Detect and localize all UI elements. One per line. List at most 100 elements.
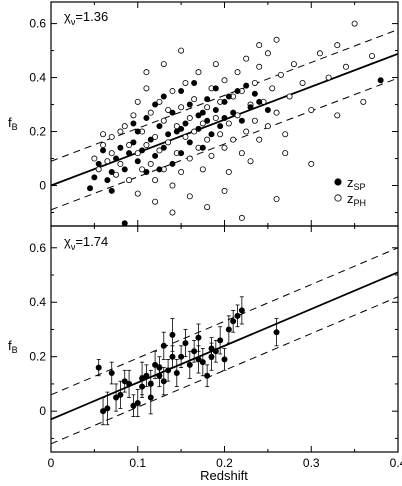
bottom-point-filled xyxy=(104,405,111,412)
top-point-open xyxy=(178,104,185,111)
top-point-open xyxy=(334,112,341,119)
top-point-open xyxy=(243,55,250,62)
bottom-point-filled xyxy=(173,370,180,377)
top-point-open xyxy=(368,52,375,59)
top-point-open xyxy=(316,50,323,57)
top-point-open xyxy=(195,69,202,76)
top-point-filled xyxy=(130,139,137,146)
legend-sp-sub: SP xyxy=(354,182,366,192)
top-chi-sub: ν xyxy=(71,17,76,27)
top-point-open xyxy=(152,198,159,205)
top-point-open xyxy=(342,63,349,70)
legend-open-marker xyxy=(334,194,342,202)
top-point-open xyxy=(264,123,271,130)
top-point-open xyxy=(134,150,141,157)
top-point-filled xyxy=(230,109,237,116)
top-point-open xyxy=(256,63,263,70)
bottom-point-filled xyxy=(139,383,146,390)
top-point-open xyxy=(169,209,176,216)
top-point-open xyxy=(351,20,358,27)
bottom-point-filled xyxy=(169,353,176,360)
top-point-filled xyxy=(212,106,219,113)
bottom-xtick-label: 0 xyxy=(48,456,55,470)
top-point-filled xyxy=(199,109,206,116)
bottom-point-filled xyxy=(225,326,232,333)
bottom-point-filled xyxy=(160,378,167,385)
top-point-filled xyxy=(169,109,176,116)
top-point-open xyxy=(100,142,107,149)
top-point-open xyxy=(182,133,189,140)
top-point-open xyxy=(139,166,146,173)
top-ytick-label: 0.4 xyxy=(29,71,46,85)
top-point-open xyxy=(169,88,176,95)
x-axis-title: Redshift xyxy=(200,468,248,483)
top-point-open xyxy=(269,85,276,92)
top-ytick-label: 0 xyxy=(39,179,46,193)
top-band-line xyxy=(51,29,398,162)
top-point-open xyxy=(152,177,159,184)
top-point-filled xyxy=(195,112,202,119)
bottom-point-filled xyxy=(95,364,102,371)
top-point-filled xyxy=(178,125,185,132)
bottom-point-filled xyxy=(143,372,150,379)
top-chi-symbol: χ xyxy=(64,9,71,24)
top-point-filled xyxy=(134,158,141,165)
top-point-filled xyxy=(225,93,232,100)
top-point-open xyxy=(165,106,172,113)
legend: zSP zPH xyxy=(334,175,366,208)
top-point-filled xyxy=(117,144,124,151)
top-point-open xyxy=(156,147,163,154)
top-point-open xyxy=(121,123,128,130)
top-point-open xyxy=(208,152,215,159)
top-point-open xyxy=(143,85,150,92)
top-point-open xyxy=(204,136,211,143)
top-point-open xyxy=(178,47,185,54)
legend-filled-marker xyxy=(334,178,342,186)
bottom-fit-lines xyxy=(51,247,398,445)
bottom-ytick-label: 0.4 xyxy=(29,295,46,309)
top-point-open xyxy=(234,112,241,119)
top-point-open xyxy=(182,79,189,86)
top-point-filled xyxy=(243,82,250,89)
top-point-filled xyxy=(152,101,159,108)
top-ylabel: f xyxy=(8,115,12,130)
top-point-open xyxy=(221,187,228,194)
bottom-ytick-label: 0.6 xyxy=(29,241,46,255)
bottom-point-filled xyxy=(100,408,107,415)
top-point-filled xyxy=(104,177,111,184)
top-point-open xyxy=(256,136,263,143)
bottom-point-filled xyxy=(169,331,176,338)
top-point-filled xyxy=(264,106,271,113)
top-point-open xyxy=(225,120,232,127)
top-point-filled xyxy=(173,128,180,135)
bottom-point-filled xyxy=(121,378,128,385)
bottom-xtick-label: 0.3 xyxy=(303,456,320,470)
top-point-filled xyxy=(186,101,193,108)
bottom-point-filled xyxy=(199,359,206,366)
bottom-point-filled xyxy=(208,345,215,352)
legend-entry-sp: zSP xyxy=(347,175,366,192)
top-point-filled xyxy=(178,88,185,95)
top-point-open xyxy=(113,171,120,178)
bottom-xtick-label: 0.2 xyxy=(216,456,233,470)
top-panel: 0 0.2 0.4 0.6 χν=1.36 fB zSP zPH xyxy=(8,1,399,227)
top-point-filled xyxy=(165,131,172,138)
bottom-point-filled xyxy=(238,307,245,314)
top-point-open xyxy=(308,106,315,113)
top-point-filled xyxy=(234,88,241,95)
top-point-filled xyxy=(182,120,189,127)
bottom-chi-symbol: χ xyxy=(64,234,71,249)
bottom-point-filled xyxy=(160,342,167,349)
top-point-filled xyxy=(186,139,193,146)
top-point-filled xyxy=(195,125,202,132)
bottom-point-filled xyxy=(108,370,115,377)
bottom-point-filled xyxy=(156,364,163,371)
bottom-point-filled xyxy=(113,394,120,401)
top-point-open xyxy=(143,142,150,149)
bottom-band-line xyxy=(51,296,398,445)
bottom-xtick-label: 0.1 xyxy=(129,456,146,470)
top-point-open xyxy=(221,144,228,151)
top-point-filled xyxy=(221,98,228,105)
top-point-open xyxy=(152,133,159,140)
